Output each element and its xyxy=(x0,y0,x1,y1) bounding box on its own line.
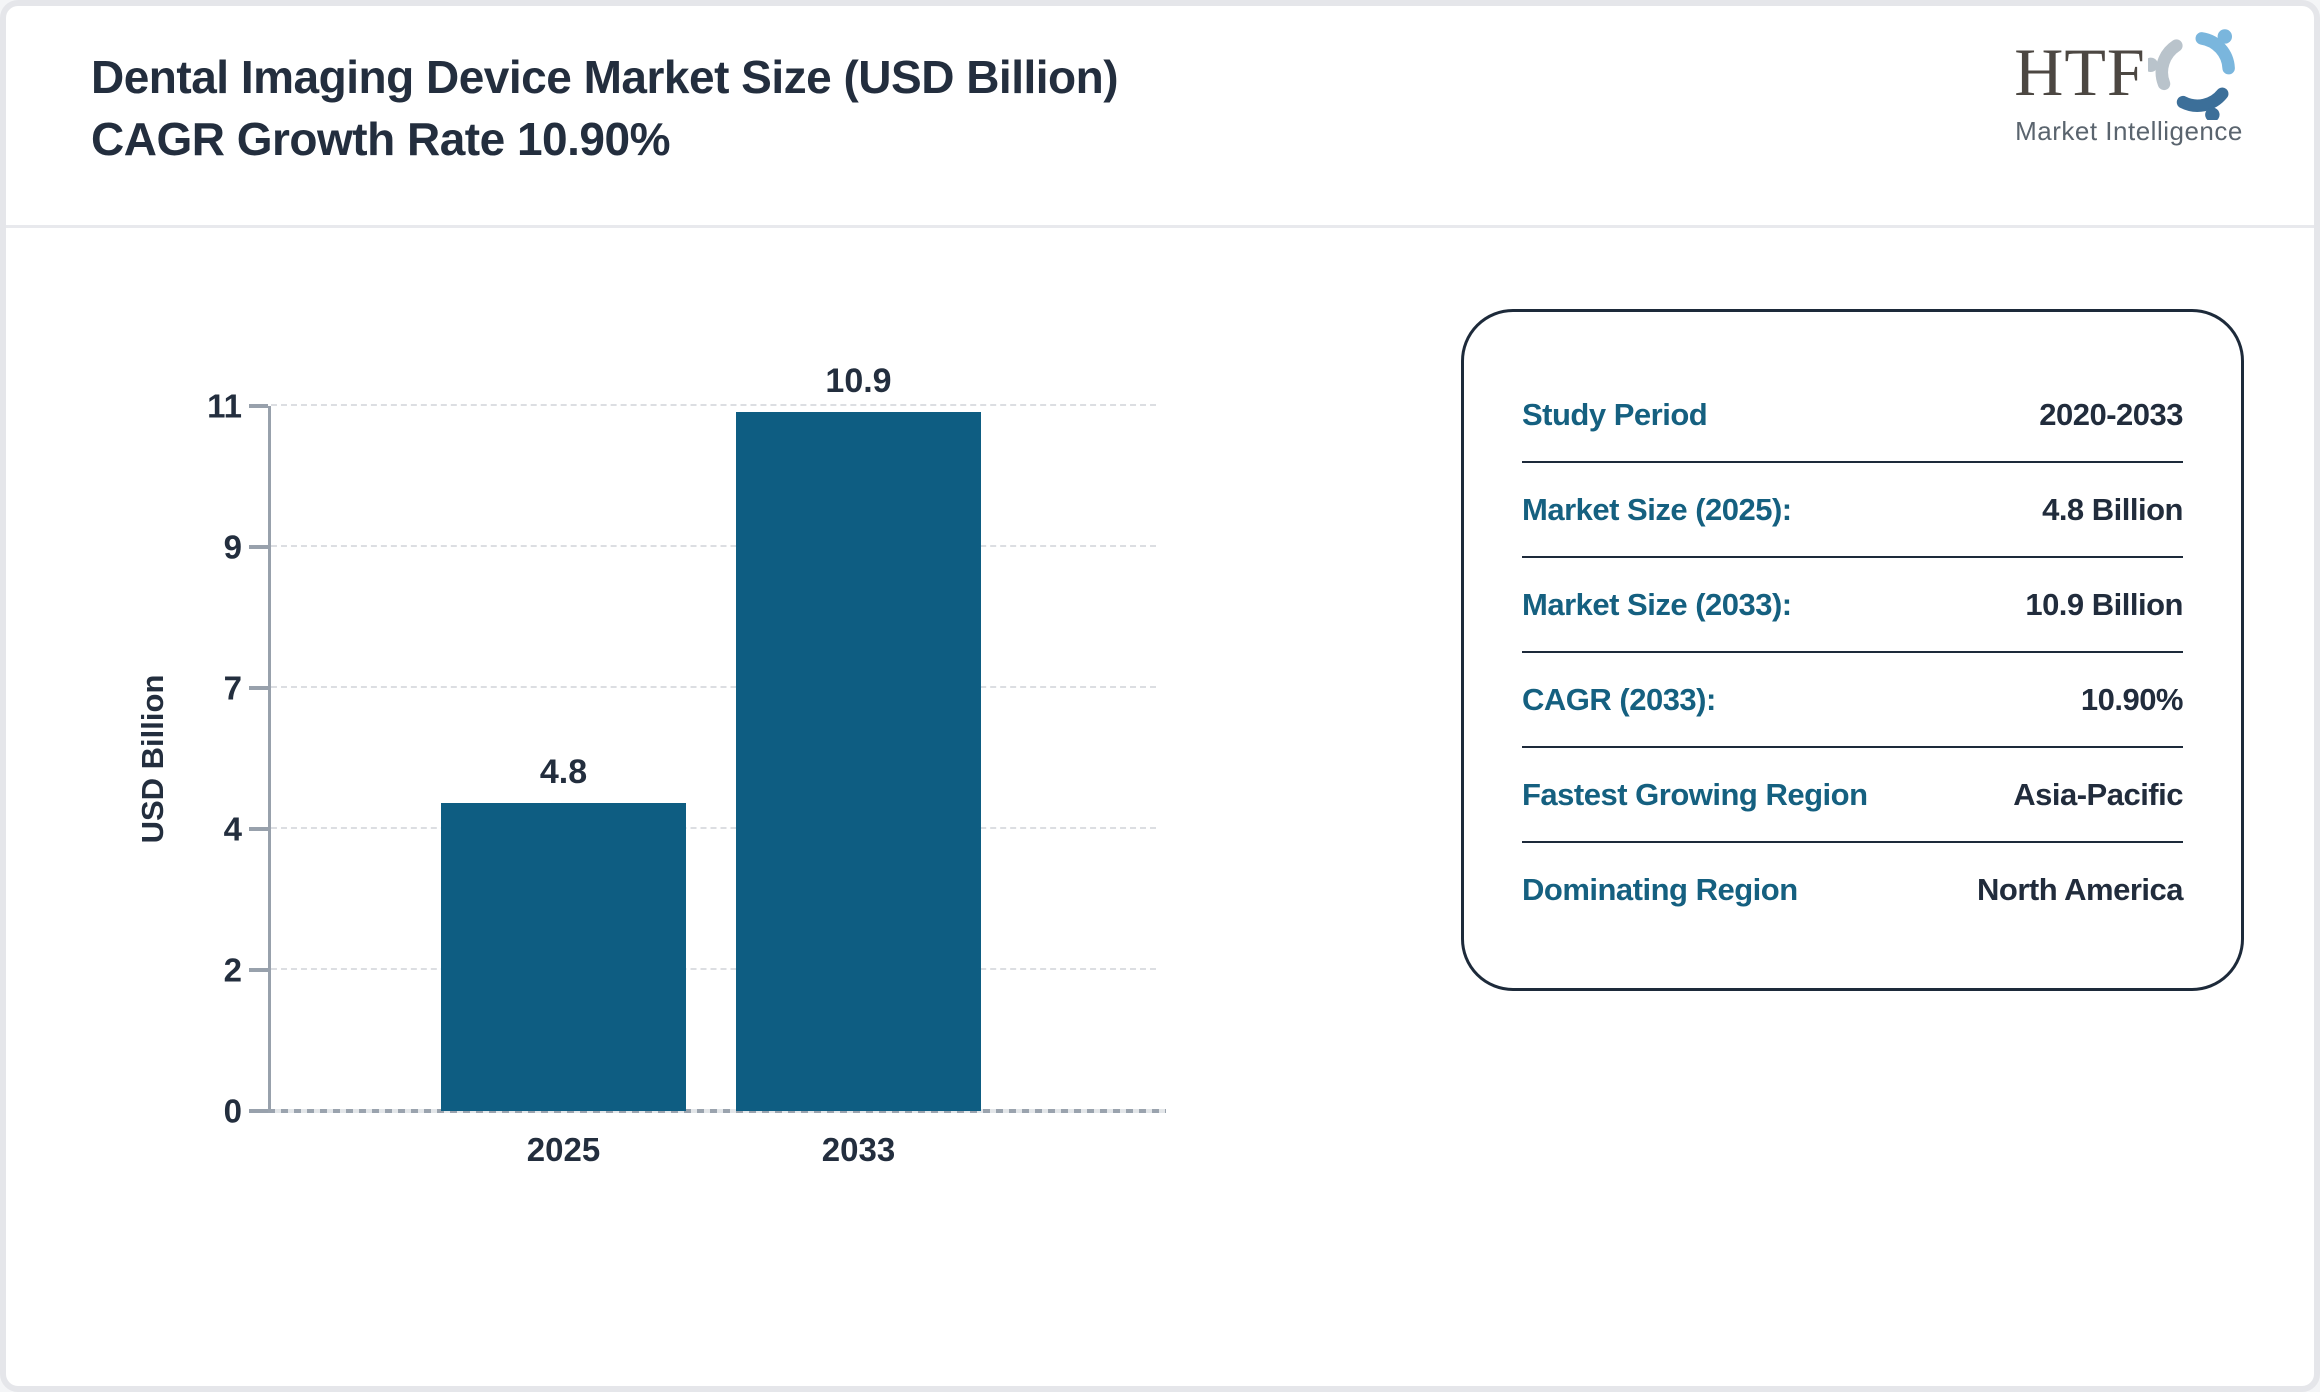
y-axis-title: USD Billion xyxy=(135,674,170,843)
panel-row-market-size-2025: Market Size (2025): 4.8 Billion xyxy=(1522,463,2183,558)
y-tick-mark xyxy=(249,404,268,408)
gridline xyxy=(271,686,1156,688)
htf-swirl-icon xyxy=(2147,29,2235,120)
y-tick-label-9: 9 xyxy=(223,528,242,566)
panel-label: Market Size (2025): xyxy=(1522,491,1792,527)
header-divider xyxy=(6,225,2314,228)
htf-logo: HTF Market Intelligence xyxy=(2014,24,2244,147)
y-tick-label-0: 0 xyxy=(223,1092,242,1130)
panel-label: Dominating Region xyxy=(1522,871,1798,907)
htf-logo-row: HTF xyxy=(2014,24,2244,120)
page-title-line1: Dental Imaging Device Market Size (USD B… xyxy=(91,51,1119,103)
y-tick-label-7: 7 xyxy=(223,669,242,707)
panel-row-fastest-growing-region: Fastest Growing Region Asia-Pacific xyxy=(1522,748,2183,843)
y-tick-mark xyxy=(249,686,268,690)
panel-value: Asia-Pacific xyxy=(2013,776,2183,812)
panel-value: 10.90% xyxy=(2080,681,2184,717)
x-axis-baseline xyxy=(268,1109,1166,1113)
y-tick-mark xyxy=(249,968,268,972)
panel-label: Study Period xyxy=(1522,396,1708,432)
y-tick-label-4: 4 xyxy=(223,810,242,848)
panel-row-cagr: CAGR (2033): 10.90% xyxy=(1522,653,2184,748)
bar-chart: USD Billion 0 2 4 7 9 11 4.8 2025 10.9 xyxy=(135,364,1166,1168)
panel-label: CAGR (2033): xyxy=(1522,681,1716,717)
x-tick-label-2033: 2033 xyxy=(821,1131,896,1168)
gridline xyxy=(271,404,1156,406)
y-tick-mark xyxy=(249,827,268,831)
key-facts-panel: Study Period 2020-2033 Market Size (2025… xyxy=(1461,309,2244,991)
bar-2025 xyxy=(441,803,686,1111)
y-tick-label-2: 2 xyxy=(223,951,242,989)
panel-value: 4.8 Billion xyxy=(2042,491,2183,527)
x-tick-label-2025: 2025 xyxy=(526,1131,601,1168)
panel-row-study-period: Study Period 2020-2033 xyxy=(1522,368,2183,463)
y-axis-line xyxy=(268,406,271,1111)
bar-value-2033: 10.9 xyxy=(825,362,892,401)
htf-logo-text: HTF xyxy=(2014,34,2146,110)
y-tick-label-11: 11 xyxy=(207,387,242,425)
panel-value: 2020-2033 xyxy=(2039,396,2183,432)
page-title-line2: CAGR Growth Rate 10.90% xyxy=(91,113,670,166)
page-title: Dental Imaging Device Market Size (USD B… xyxy=(91,46,1119,170)
gridline xyxy=(271,968,1156,970)
panel-row-dominating-region: Dominating Region North America xyxy=(1522,843,2183,936)
htf-logo-subtext: Market Intelligence xyxy=(2015,116,2243,146)
bar-value-2025: 4.8 xyxy=(539,753,588,792)
panel-value: North America xyxy=(1977,871,2183,907)
y-tick-mark xyxy=(249,1109,268,1113)
bar-group-2025: 4.8 2025 xyxy=(441,406,686,1168)
panel-label: Fastest Growing Region xyxy=(1522,776,1868,812)
panel-row-market-size-2033: Market Size (2033): 10.9 Billion xyxy=(1522,558,2183,653)
bar-2033 xyxy=(736,412,981,1111)
gridline xyxy=(271,545,1156,547)
panel-value: 10.9 Billion xyxy=(2025,586,2183,622)
gridline xyxy=(271,827,1156,829)
panel-label: Market Size (2033): xyxy=(1522,586,1792,622)
bar-group-2033: 10.9 2033 xyxy=(736,364,981,1168)
y-tick-mark xyxy=(249,545,268,549)
